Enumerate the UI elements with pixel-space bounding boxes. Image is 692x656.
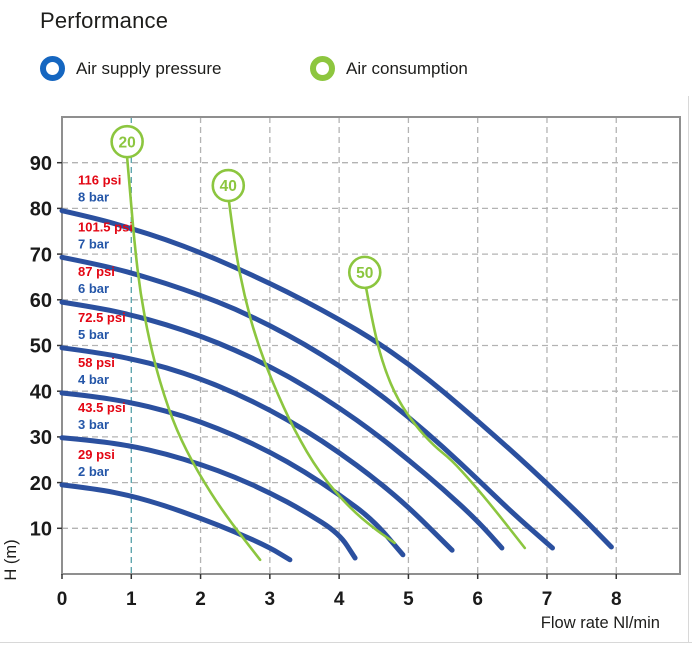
y-tick-label-80: 80 [30,199,52,221]
bar-label-0: 8 bar [78,190,109,205]
x-axis-label: Flow rate Nl/min [541,614,660,632]
bar-label-3: 5 bar [78,327,109,342]
legend-label-air-consumption: Air consumption [346,58,468,78]
x-tick-label-2: 2 [195,589,206,610]
pressure-curve-5-bar [59,345,455,553]
y-tick-label-40: 40 [30,381,52,403]
x-tick-label-6: 6 [472,589,483,610]
consumption-badge-circle-50 [347,255,382,290]
consumption-badge-label-50: 50 [356,265,373,282]
y-tick-label-60: 60 [30,290,52,312]
air-consumption-ring-icon [310,56,335,81]
pressure-curve-7-bar [59,254,555,551]
y-tick-label-10: 10 [30,519,52,541]
divider-horizontal [0,642,692,643]
psi-label-2: 87 psi [78,264,115,279]
air-supply-pressure-ring-icon [40,56,65,81]
performance-chart: 10 20 30 40 50 60 70 80 90 0 1 2 3 4 5 6 7 8 Flow rate Nl/… [2,116,681,632]
y-tick-label-50: 50 [30,336,52,358]
consumption-curve-40 [227,200,396,545]
bar-label-1: 7 bar [78,236,109,251]
bar-label-4: 4 bar [78,372,109,387]
consumption-badge-label-40: 40 [220,178,237,195]
legend-item-air-supply-pressure: Air supply pressure [40,56,222,81]
divider-vertical [688,96,689,642]
consumption-curve-20 [125,155,262,562]
bar-label-2: 6 bar [78,281,109,296]
psi-label-3: 72.5 psi [78,310,126,325]
pressure-curve-2-bar [59,482,293,563]
consumption-badge-label-20: 20 [119,134,136,151]
y-tick-label-20: 20 [30,473,52,495]
x-tick-label-1: 1 [126,589,137,610]
bar-label-6: 2 bar [78,464,109,479]
x-tick-label-3: 3 [265,589,276,610]
legend-label-air-supply-pressure: Air supply pressure [76,58,222,78]
y-tick-label-30: 30 [30,427,52,449]
psi-label-6: 29 psi [78,447,115,462]
pressure-curve-6-bar [59,299,505,551]
legend: Air supply pressure Air consumption [40,56,680,84]
y-tick-label-70: 70 [30,244,52,266]
bar-label-5: 3 bar [78,417,109,432]
pressure-curve-3-bar [59,435,358,561]
x-tick-label-5: 5 [403,589,414,610]
pressure-curve-4-bar [59,390,406,558]
x-tick-label-8: 8 [611,589,622,610]
psi-label-4: 58 psi [78,355,115,370]
legend-item-air-consumption: Air consumption [310,56,468,81]
consumption-badge-circle-20 [110,124,144,159]
page-title: Performance [40,8,169,33]
pressure-curve-8-bar [59,208,614,550]
consumption-badge-circle-40 [211,168,246,203]
psi-label-0: 116 psi [78,173,121,188]
x-tick-label-0: 0 [57,589,68,610]
x-tick-label-7: 7 [542,589,553,610]
y-tick-label-90: 90 [30,153,52,175]
x-tick-label-4: 4 [334,589,345,610]
psi-label-1: 101.5 psi [78,219,133,234]
y-axis-label: H (m) [2,539,20,580]
psi-label-5: 43.5 psi [78,400,126,415]
consumption-curve-50 [364,287,527,550]
